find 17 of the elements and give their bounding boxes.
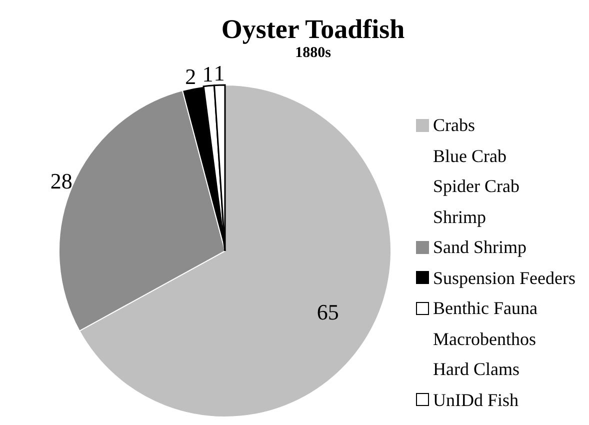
legend-label: Crabs [433, 114, 475, 137]
chart-subtitle: 1880s [294, 44, 332, 62]
data-label: 1 [214, 60, 225, 86]
chart-title: Oyster Toadfish [220, 14, 406, 44]
legend-label: Sand Shrimp [433, 236, 527, 259]
legend-label: Benthic Fauna [433, 297, 538, 320]
category-label: Hard Clams [433, 359, 520, 379]
data-label: 65 [316, 299, 339, 324]
category-label: Blue Crab [433, 146, 506, 166]
category-label: Shrimp [433, 206, 486, 226]
data-label: 2 [185, 64, 196, 89]
legend-label: UnIDd Fish [433, 388, 519, 412]
category-label: Spider Crab [433, 176, 520, 196]
data-label: 28 [50, 168, 72, 194]
category-label: Macrobenthos [433, 328, 536, 348]
legend-label: Suspension Feeders [433, 266, 576, 290]
data-label: 1 [202, 61, 214, 86]
